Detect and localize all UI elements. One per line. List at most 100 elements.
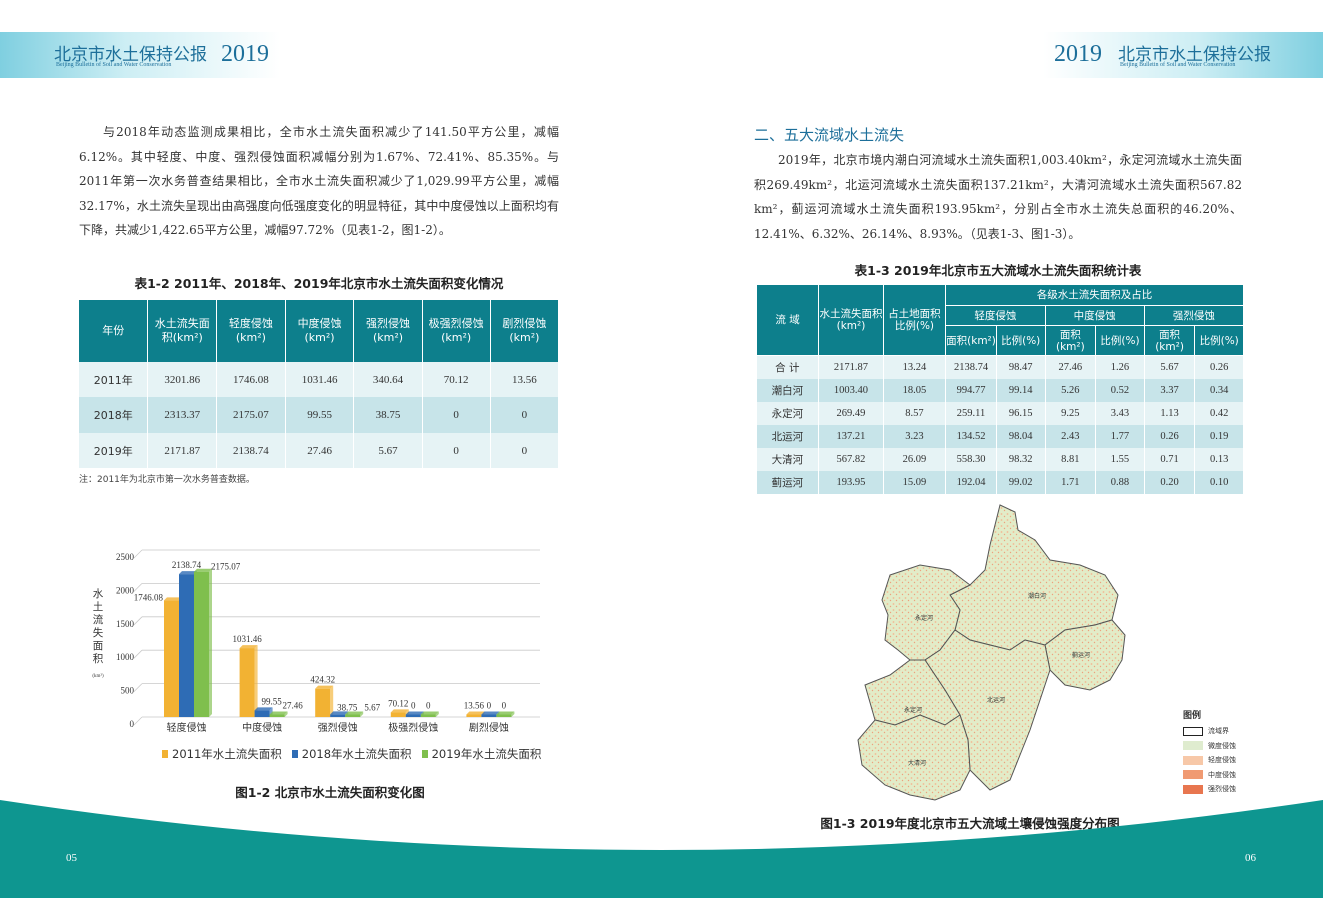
table-cell: 永定河 bbox=[756, 402, 820, 425]
y-tick-label: 1500 bbox=[116, 619, 135, 629]
bar bbox=[390, 712, 406, 717]
legend-swatch bbox=[1183, 770, 1203, 780]
page-number-right: 06 bbox=[1245, 852, 1256, 864]
table-1-2-header: 水土流失面积(km²) bbox=[147, 300, 218, 362]
table-1-3-header: 面积(km²) bbox=[1143, 325, 1196, 356]
table-cell: 5.26 bbox=[1045, 379, 1097, 402]
y-tick-label: 1000 bbox=[116, 652, 135, 662]
table-cell: 134.52 bbox=[945, 425, 997, 448]
bar-top bbox=[315, 685, 334, 689]
data-label: 38.75 bbox=[337, 702, 358, 712]
y-axis-label-char: 面 bbox=[93, 640, 104, 652]
header-title-right: 北京市水土保持公报 bbox=[1118, 45, 1271, 65]
table-1-3-header: 各级水土流失面积及占比 bbox=[945, 284, 1244, 306]
bar bbox=[466, 714, 482, 717]
legend-label: 微度侵蚀 bbox=[1208, 741, 1236, 750]
table-cell: 蓟运河 bbox=[756, 471, 820, 494]
table-cell: 0.26 bbox=[1144, 425, 1196, 448]
bar bbox=[164, 600, 179, 717]
basin-jiyunhe-region bbox=[1044, 619, 1126, 691]
table-cell: 5.67 bbox=[353, 433, 423, 468]
table-cell: 0 bbox=[490, 397, 560, 433]
legend-swatch bbox=[421, 750, 428, 758]
header-subtitle-left: Beijing Bulletin of Soil and Water Conse… bbox=[56, 62, 172, 68]
bar bbox=[345, 714, 361, 717]
chart-legend: 2011年水土流失面积 2018年水土流失面积 2019年水土流失面积 bbox=[162, 746, 541, 762]
header-subtitle-right: Beijing Bulletin of Soil and Water Conse… bbox=[1120, 62, 1236, 68]
table-cell: 1031.46 bbox=[285, 362, 355, 397]
table-cell: 8.81 bbox=[1045, 448, 1097, 471]
map-legend-item: 中度侵蚀 bbox=[1183, 768, 1236, 783]
map-legend-item: 流域界 bbox=[1183, 724, 1236, 739]
table-1-2-header: 年份 bbox=[79, 300, 149, 362]
bar-top bbox=[269, 711, 288, 715]
bar-top bbox=[405, 711, 424, 715]
bar-side bbox=[360, 711, 364, 717]
table-cell: 1746.08 bbox=[216, 362, 286, 397]
data-label: 0 bbox=[426, 701, 431, 711]
table-cell: 0.42 bbox=[1194, 402, 1244, 425]
bar-top bbox=[179, 571, 197, 575]
table-1-3: 流 域 水土流失面积(km²) 占土地面积比例(%) 各级水土流失面积及占比 轻… bbox=[755, 284, 1245, 494]
bar bbox=[405, 714, 421, 717]
table-cell: 1003.40 bbox=[818, 379, 884, 402]
basin-daqinghe-region bbox=[857, 714, 971, 801]
table-cell: 98.32 bbox=[996, 448, 1046, 471]
bar-top bbox=[420, 711, 439, 715]
table-cell: 96.15 bbox=[996, 402, 1046, 425]
table-cell: 0.10 bbox=[1194, 471, 1244, 494]
bar bbox=[254, 710, 270, 717]
data-label: 99.55 bbox=[261, 696, 282, 706]
table-1-3-header: 比例(%) bbox=[995, 325, 1046, 356]
table-row: 蓟运河 193.95 15.09 192.04 99.02 1.71 0.88 0.20 0.1… bbox=[756, 471, 1244, 494]
erosion-area-chart: 0 500 1000 1500 2000 2500 水土流失面积 (km²) 1746.08 21… bbox=[92, 549, 540, 734]
legend-item: 2018年水土流失面积 bbox=[291, 746, 412, 762]
data-label: 1031.46 bbox=[232, 634, 262, 644]
data-label: 5.67 bbox=[364, 703, 380, 713]
y-axis-label-char: 积 bbox=[93, 653, 104, 665]
header-band-left bbox=[0, 32, 280, 78]
grid-line-offset bbox=[133, 716, 143, 726]
table-cell: 潮白河 bbox=[756, 379, 820, 402]
table-1-3-header: 占土地面积比例(%) bbox=[882, 284, 947, 356]
legend-item: 2011年水土流失面积 bbox=[162, 746, 282, 762]
legend-swatch bbox=[1183, 726, 1203, 736]
table-cell: 3.43 bbox=[1095, 402, 1145, 425]
data-label: 1746.08 bbox=[134, 592, 164, 602]
table-cell: 9.25 bbox=[1045, 402, 1097, 425]
table-cell: 26.09 bbox=[883, 448, 947, 471]
table-1-3-header: 面积(km²) bbox=[1044, 325, 1097, 356]
table-cell: 0.71 bbox=[1144, 448, 1196, 471]
table-cell: 70.12 bbox=[422, 362, 491, 397]
x-tick-label: 轻度侵蚀 bbox=[167, 721, 207, 734]
table-cell: 0.26 bbox=[1194, 355, 1244, 379]
section-title: 二、五大流域水土流失 bbox=[754, 126, 905, 144]
map-legend-item: 强烈侵蚀 bbox=[1183, 782, 1236, 797]
table-cell: 38.75 bbox=[353, 397, 423, 433]
map-legend-title: 图例 bbox=[1183, 711, 1202, 721]
map-label: 永定河 bbox=[915, 614, 933, 622]
table-1-2-header: 极强烈侵蚀(km²) bbox=[422, 300, 491, 362]
table-cell: 2171.87 bbox=[818, 355, 884, 379]
table-cell: 1.26 bbox=[1095, 355, 1145, 379]
table-cell: 0.52 bbox=[1095, 379, 1145, 402]
right-paragraph: 2019年，北京市境内潮白河流域水土流失面积1,003.40km²，永定河流域水… bbox=[754, 153, 1242, 241]
table-cell: 0.20 bbox=[1144, 471, 1196, 494]
table-cell: 2018年 bbox=[79, 397, 149, 433]
table-1-3-header: 中度侵蚀 bbox=[1044, 305, 1145, 326]
grid-line-offset bbox=[133, 549, 143, 559]
table-cell: 2313.37 bbox=[147, 397, 218, 433]
legend-label: 轻度侵蚀 bbox=[1208, 756, 1236, 765]
table-1-3-header-row: 面积(km²) 比例(%) 面积(km²) 比例(%) 面积(km²) 比例(%… bbox=[757, 325, 1244, 356]
bar bbox=[330, 714, 346, 717]
table-row: 2019年 2171.87 2138.74 27.46 5.67 0 0 bbox=[79, 433, 560, 468]
table-cell: 2.43 bbox=[1045, 425, 1097, 448]
data-label: 2138.74 bbox=[172, 560, 202, 570]
table-1-2-caption: 表1-2 2011年、2018年、2019年北京市水土流失面积变化情况 bbox=[134, 276, 504, 291]
table-1-3-caption: 表1-3 2019年北京市五大流域水土流失面积统计表 bbox=[854, 263, 1142, 278]
bar bbox=[420, 714, 436, 717]
table-cell: 2175.07 bbox=[216, 397, 286, 433]
table-1-2-header: 中度侵蚀(km²) bbox=[285, 300, 355, 362]
x-tick-label: 强烈侵蚀 bbox=[318, 721, 358, 734]
bar bbox=[239, 648, 255, 717]
